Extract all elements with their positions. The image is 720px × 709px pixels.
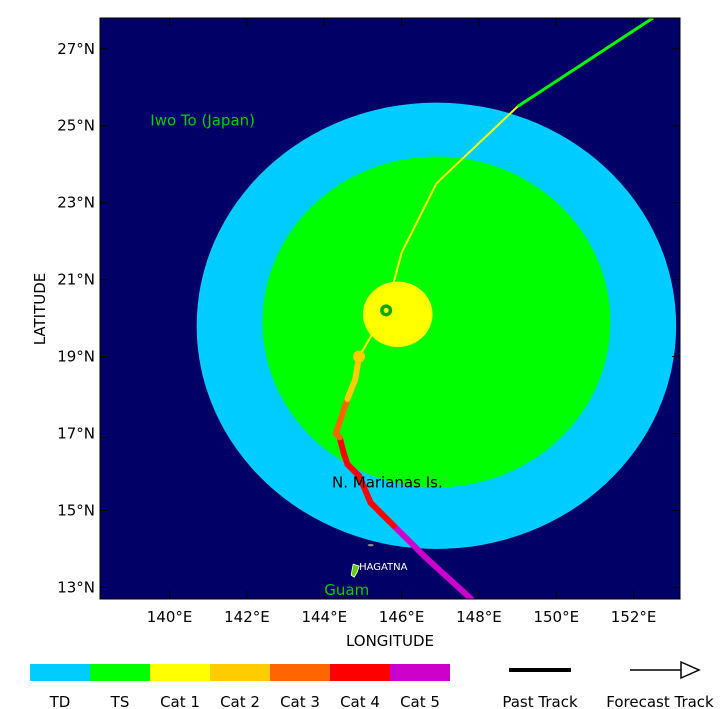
past-track-segment (332, 407, 347, 437)
legend-label-cat1: Cat 1 (160, 693, 200, 709)
place-label-n-marianas-is: N. Marianas Is. (332, 473, 443, 491)
lon-tick-label: 144°E (301, 608, 347, 626)
legend-swatch-cat3 (270, 664, 330, 681)
lon-tick-label: 152°E (611, 608, 657, 626)
forecast-track-segment (435, 105, 519, 185)
lon-tick-label: 140°E (147, 608, 193, 626)
place-label-guam: Guam (324, 581, 369, 599)
forecast-track-segment (385, 252, 403, 311)
legend-swatch-cat1 (150, 664, 210, 681)
legend-swatch-td (30, 664, 90, 681)
past-track-segment (421, 553, 475, 599)
lat-tick-label: 13°N (57, 578, 95, 596)
past-track-label: Past Track (502, 693, 578, 709)
past-track-legend: Past Track (502, 668, 578, 709)
forecast-arrow-icon (680, 660, 701, 680)
plot-area: Iwo To (Japan) N. Marianas Is. Guam HAGATNA (150, 18, 677, 599)
legend-label-cat5: Cat 5 (400, 693, 440, 709)
place-label-hagatna: HAGATNA (359, 562, 408, 573)
legend-label-cat3: Cat 3 (280, 693, 320, 709)
place-label-iwo-to-japan: Iwo To (Japan) (150, 112, 255, 130)
legend-swatch-ts (90, 664, 150, 681)
legend: TD TS Cat 1 Cat 2 Cat 3 Cat 4 Cat 5 (30, 664, 450, 709)
lat-tick-label: 25°N (57, 117, 95, 135)
lon-tick-label: 148°E (456, 608, 502, 626)
track-layer (332, 18, 654, 599)
lon-tick-label: 150°E (533, 608, 579, 626)
island-layer (350, 543, 374, 578)
storm-eye-center (383, 307, 389, 313)
legend-swatch-cat5 (390, 664, 450, 681)
lat-tick-label: 17°N (57, 425, 95, 443)
lat-tick-label: 15°N (57, 502, 95, 520)
forecast-track-legend: Forecast Track (606, 660, 714, 709)
latitude-ticks: 13°N 15°N 17°N 19°N 21°N 23°N 25°N 27°N (57, 40, 680, 596)
past-track-segment (390, 522, 428, 560)
x-axis-title: LONGITUDE (346, 632, 434, 650)
legend-swatch-cat2 (210, 664, 270, 681)
legend-swatch-cat4 (330, 664, 390, 681)
wind-field-ts (262, 156, 611, 488)
lon-tick-label: 142°E (224, 608, 270, 626)
current-position-marker (353, 350, 366, 363)
lat-tick-label: 19°N (57, 348, 95, 366)
forecast-track-segment (400, 183, 438, 254)
forecast-track-segment (358, 309, 387, 358)
place-label-layer: Iwo To (Japan) N. Marianas Is. Guam HAGATNA (150, 112, 442, 599)
lat-tick-label: 23°N (57, 194, 95, 212)
y-axis-title: LATITUDE (31, 273, 49, 346)
plot-frame (99, 17, 681, 600)
forecast-track-label: Forecast Track (606, 693, 714, 709)
rota-island (367, 543, 374, 547)
wind-field-cat1 (362, 281, 433, 347)
lon-tick-label: 146°E (379, 608, 425, 626)
past-track-segment (356, 472, 374, 506)
guam-island (350, 563, 360, 578)
wind-field-layer (196, 102, 677, 549)
legend-label-ts: TS (110, 693, 130, 709)
legend-label-cat2: Cat 2 (220, 693, 260, 709)
longitude-ticks: 140°E 142°E 144°E 146°E 148°E 150°E 152°E (147, 18, 657, 626)
legend-label-td: TD (49, 693, 71, 709)
lat-tick-label: 21°N (57, 271, 95, 289)
lat-tick-label: 27°N (57, 40, 95, 58)
legend-label-cat4: Cat 4 (340, 693, 380, 709)
past-track-segment (344, 376, 359, 402)
forecast-track-segment (516, 18, 654, 108)
